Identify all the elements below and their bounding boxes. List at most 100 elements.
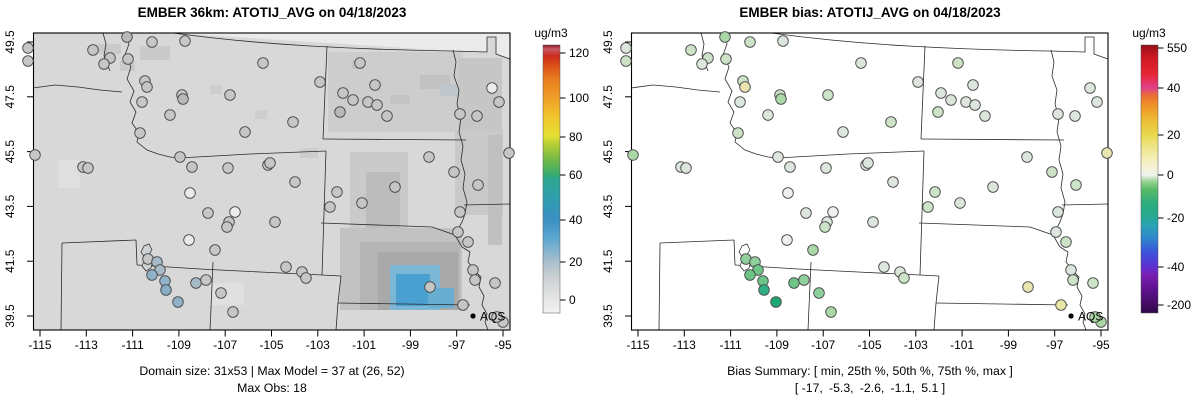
- station-dot: [22, 55, 34, 67]
- station-dot: [454, 206, 466, 218]
- station-dot: [183, 234, 195, 246]
- state-border: [321, 150, 327, 276]
- colorbar-tick-label: 40: [1167, 81, 1181, 95]
- station-dot: [781, 234, 793, 246]
- state-border: [658, 242, 661, 331]
- station-dot: [777, 35, 789, 47]
- station-dot: [493, 96, 505, 108]
- model-field-cell: [488, 135, 502, 245]
- state-border: [61, 239, 137, 244]
- station-dot: [932, 106, 944, 118]
- colorbar-tick-label: 100: [569, 91, 589, 105]
- colorbar-tick-label: 0: [569, 293, 576, 307]
- state-border: [337, 302, 471, 306]
- station-dot: [424, 281, 436, 293]
- y-tick-label: 47.5: [601, 85, 615, 109]
- station-dot: [287, 116, 299, 128]
- aqs-legend-label: AQS: [480, 310, 505, 324]
- station-dot: [1067, 274, 1079, 286]
- state-border: [920, 138, 1065, 141]
- colorbar-tick-label: -200: [1167, 298, 1191, 312]
- station-dot: [885, 116, 897, 128]
- model-field-cell: [390, 95, 410, 104]
- domain-outside-region: [173, 33, 510, 59]
- y-tick-label: 47.5: [3, 85, 17, 109]
- station-dot: [221, 221, 233, 233]
- x-tick-label: -111: [121, 338, 144, 352]
- station-dot: [620, 42, 632, 54]
- model-field-cell: [58, 160, 80, 188]
- station-dot: [452, 226, 464, 238]
- station-dot: [739, 81, 751, 93]
- station-dot: [174, 151, 186, 163]
- station-dot: [770, 296, 782, 308]
- colorbar-tick-label: 60: [569, 168, 583, 182]
- colorbar-tick-label: 120: [569, 46, 589, 60]
- station-dot: [371, 99, 383, 111]
- station-dot: [467, 264, 479, 276]
- obs-caption-maxobs: Max Obs: 18: [237, 381, 307, 395]
- station-dot: [887, 176, 899, 188]
- station-dot: [334, 106, 346, 118]
- y-tick-label: 43.5: [601, 194, 615, 218]
- station-dot: [347, 94, 359, 106]
- y-tick-label: 39.5: [3, 304, 17, 328]
- model-field-cell: [458, 58, 502, 133]
- bias-caption-summary: Bias Summary: [ min, 25th %, 50th %, 75t…: [727, 364, 1013, 378]
- station-dot: [472, 179, 484, 191]
- station-dot: [209, 244, 221, 256]
- state-border: [935, 302, 1069, 306]
- station-dot: [257, 57, 269, 69]
- station-dot: [772, 151, 784, 163]
- x-tick-label: -113: [75, 338, 98, 352]
- station-dot: [696, 58, 708, 70]
- station-dot: [825, 306, 837, 318]
- station-dot: [1046, 166, 1058, 178]
- station-dot: [1060, 236, 1072, 248]
- state-border: [776, 150, 925, 159]
- y-tick-label: 49.5: [601, 30, 615, 54]
- state-border: [734, 264, 940, 277]
- station-dot: [855, 57, 867, 69]
- station-dot: [369, 79, 381, 91]
- y-tick-label: 49.5: [3, 30, 17, 54]
- state-border: [659, 239, 735, 244]
- station-dot: [775, 93, 787, 105]
- station-dot: [87, 44, 99, 56]
- colorbar-tick-label: 80: [569, 130, 583, 144]
- station-dot: [239, 126, 251, 138]
- station-dot: [685, 44, 697, 56]
- aqs-legend-dot: [470, 313, 476, 319]
- station-dot: [762, 109, 774, 121]
- x-tick-label: -99: [1000, 338, 1018, 352]
- x-tick-label: -113: [673, 338, 696, 352]
- aqs-legend-dot: [1068, 313, 1074, 319]
- state-border: [733, 239, 736, 266]
- station-dot: [1091, 96, 1103, 108]
- x-tick-label: -103: [904, 338, 928, 352]
- bias-colorbar-unit: ug/m3: [1132, 26, 1166, 40]
- station-dot: [798, 274, 810, 286]
- state-border: [463, 203, 511, 206]
- x-tick-label: -115: [626, 338, 649, 352]
- station-dot: [820, 162, 832, 174]
- station-dot: [184, 187, 196, 199]
- station-dot: [356, 197, 368, 209]
- model-field-cell: [396, 274, 430, 306]
- station-dot: [680, 162, 692, 174]
- model-field-cell: [120, 61, 135, 71]
- x-tick-label: -107: [811, 338, 835, 352]
- station-dot: [457, 299, 469, 311]
- colorbar: [1140, 44, 1159, 314]
- model-field-cell: [255, 110, 267, 119]
- x-tick-label: -103: [306, 338, 330, 352]
- station-dot: [1050, 226, 1062, 238]
- x-tick-label: -105: [857, 338, 881, 352]
- station-dot: [929, 186, 941, 198]
- domain-boundary: [172, 32, 511, 60]
- colorbar: [542, 44, 561, 314]
- station-dot: [744, 36, 756, 48]
- x-tick-label: -101: [950, 338, 974, 352]
- station-dot: [784, 161, 796, 173]
